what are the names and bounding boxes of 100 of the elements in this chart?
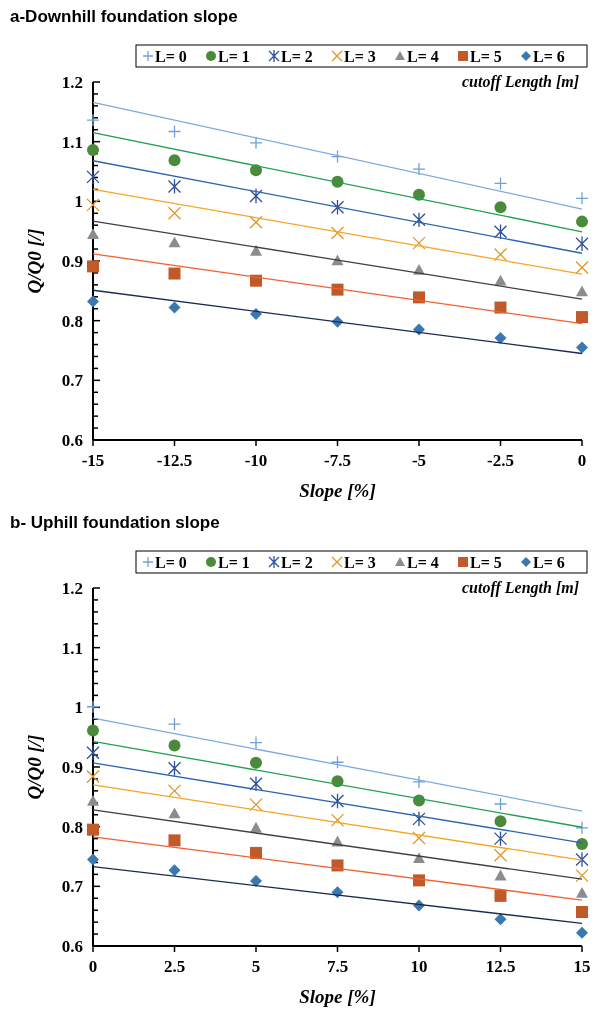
- point: [493, 176, 508, 191]
- point: [575, 821, 589, 835]
- point: [493, 830, 508, 847]
- point: [87, 260, 99, 273]
- point: [493, 797, 508, 811]
- x-tick-label: -15: [81, 451, 105, 470]
- x-tick-label: 12.5: [485, 957, 516, 976]
- point: [87, 228, 99, 239]
- point: [575, 235, 589, 252]
- point: [249, 215, 263, 229]
- point: [86, 169, 100, 185]
- y-tick-label: 0.8: [61, 311, 83, 331]
- point: [167, 206, 182, 220]
- point: [87, 295, 99, 308]
- point: [494, 889, 507, 902]
- x-tick-label: 2.5: [163, 957, 186, 976]
- y-tick-label: 0.9: [61, 251, 83, 271]
- point: [168, 154, 181, 167]
- point: [412, 831, 426, 845]
- point: [576, 926, 588, 939]
- y-tick-label: 0.7: [61, 877, 84, 897]
- legend-label: L= 5: [470, 47, 502, 65]
- y-tick-label: 1.2: [61, 578, 83, 598]
- x-tick-label: -2.5: [487, 451, 514, 470]
- point: [167, 784, 182, 798]
- point: [576, 341, 588, 354]
- point: [412, 811, 426, 827]
- y-tick-label: 1.1: [61, 132, 83, 152]
- point: [167, 760, 182, 777]
- point: [412, 211, 426, 228]
- point: [250, 756, 262, 769]
- x-tick-label: 5: [251, 957, 261, 976]
- point: [576, 886, 588, 898]
- point: [412, 775, 426, 789]
- point: [575, 260, 589, 275]
- point: [249, 735, 263, 750]
- x-tick-label: -10: [244, 451, 268, 470]
- point: [249, 775, 263, 792]
- point: [167, 124, 182, 139]
- y-tick-label: 0.9: [61, 757, 83, 777]
- point: [168, 301, 181, 314]
- point: [494, 815, 507, 828]
- x-tick-label: -5: [411, 451, 427, 470]
- legend-label: L= 6: [533, 553, 565, 571]
- point: [576, 837, 588, 850]
- point: [87, 823, 99, 836]
- legend-label: L= 1: [218, 47, 250, 65]
- point: [413, 874, 425, 887]
- y-tick-label: 0.6: [61, 936, 83, 956]
- legend-label: L= 6: [533, 47, 565, 65]
- legend-label: L= 5: [470, 553, 502, 571]
- point: [87, 853, 99, 866]
- point: [494, 331, 507, 344]
- legend-label: L= 1: [218, 553, 250, 571]
- point: [167, 178, 182, 195]
- point: [494, 201, 507, 214]
- legend-label: L= 3: [344, 553, 376, 571]
- point: [412, 162, 426, 176]
- point: [87, 724, 99, 737]
- point: [87, 795, 99, 806]
- point: [249, 136, 263, 150]
- point: [168, 834, 181, 847]
- point: [493, 223, 508, 240]
- point: [330, 813, 345, 827]
- legend-label: L= 2: [281, 47, 313, 65]
- x-axis-title: Slope [%]: [299, 986, 376, 1007]
- point: [576, 215, 588, 228]
- y-tick-label: 1.2: [61, 72, 83, 92]
- chart-title: b- Uphill foundation slope: [10, 513, 220, 532]
- chart-title: a-Downhill foundation slope: [10, 7, 238, 26]
- point: [576, 311, 588, 324]
- point: [330, 199, 345, 216]
- point: [249, 188, 263, 204]
- x-tick-label: -12.5: [156, 451, 193, 470]
- y-axis-title: Q/Q0 [/]: [24, 228, 45, 294]
- y-tick-label: 1: [74, 192, 83, 212]
- y-tick-label: 1.1: [61, 638, 83, 658]
- point: [87, 144, 99, 157]
- y-tick-label: 0.7: [61, 371, 84, 391]
- legend-label: L= 0: [155, 553, 187, 571]
- legend-label: L= 3: [344, 47, 376, 65]
- point: [168, 236, 181, 248]
- point: [86, 700, 100, 714]
- point: [330, 755, 345, 769]
- legend-label: L= 0: [155, 47, 187, 65]
- point: [575, 851, 589, 868]
- x-tick-label: 0: [577, 451, 587, 470]
- point: [86, 198, 100, 212]
- x-tick-label: 15: [573, 957, 591, 976]
- point: [86, 744, 100, 761]
- point: [412, 236, 426, 250]
- x-tick-label: 7.5: [326, 957, 349, 976]
- point: [576, 285, 588, 297]
- point: [86, 769, 100, 784]
- point: [168, 864, 181, 877]
- point: [493, 247, 508, 262]
- point: [575, 868, 589, 883]
- legend-label: L= 2: [281, 553, 313, 571]
- point: [168, 267, 181, 280]
- x-tick-label: -7.5: [324, 451, 351, 470]
